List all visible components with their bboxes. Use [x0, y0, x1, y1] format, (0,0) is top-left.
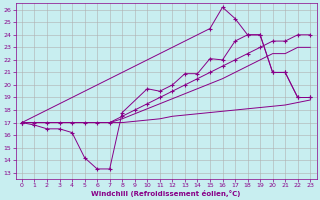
- X-axis label: Windchill (Refroidissement éolien,°C): Windchill (Refroidissement éolien,°C): [92, 190, 241, 197]
